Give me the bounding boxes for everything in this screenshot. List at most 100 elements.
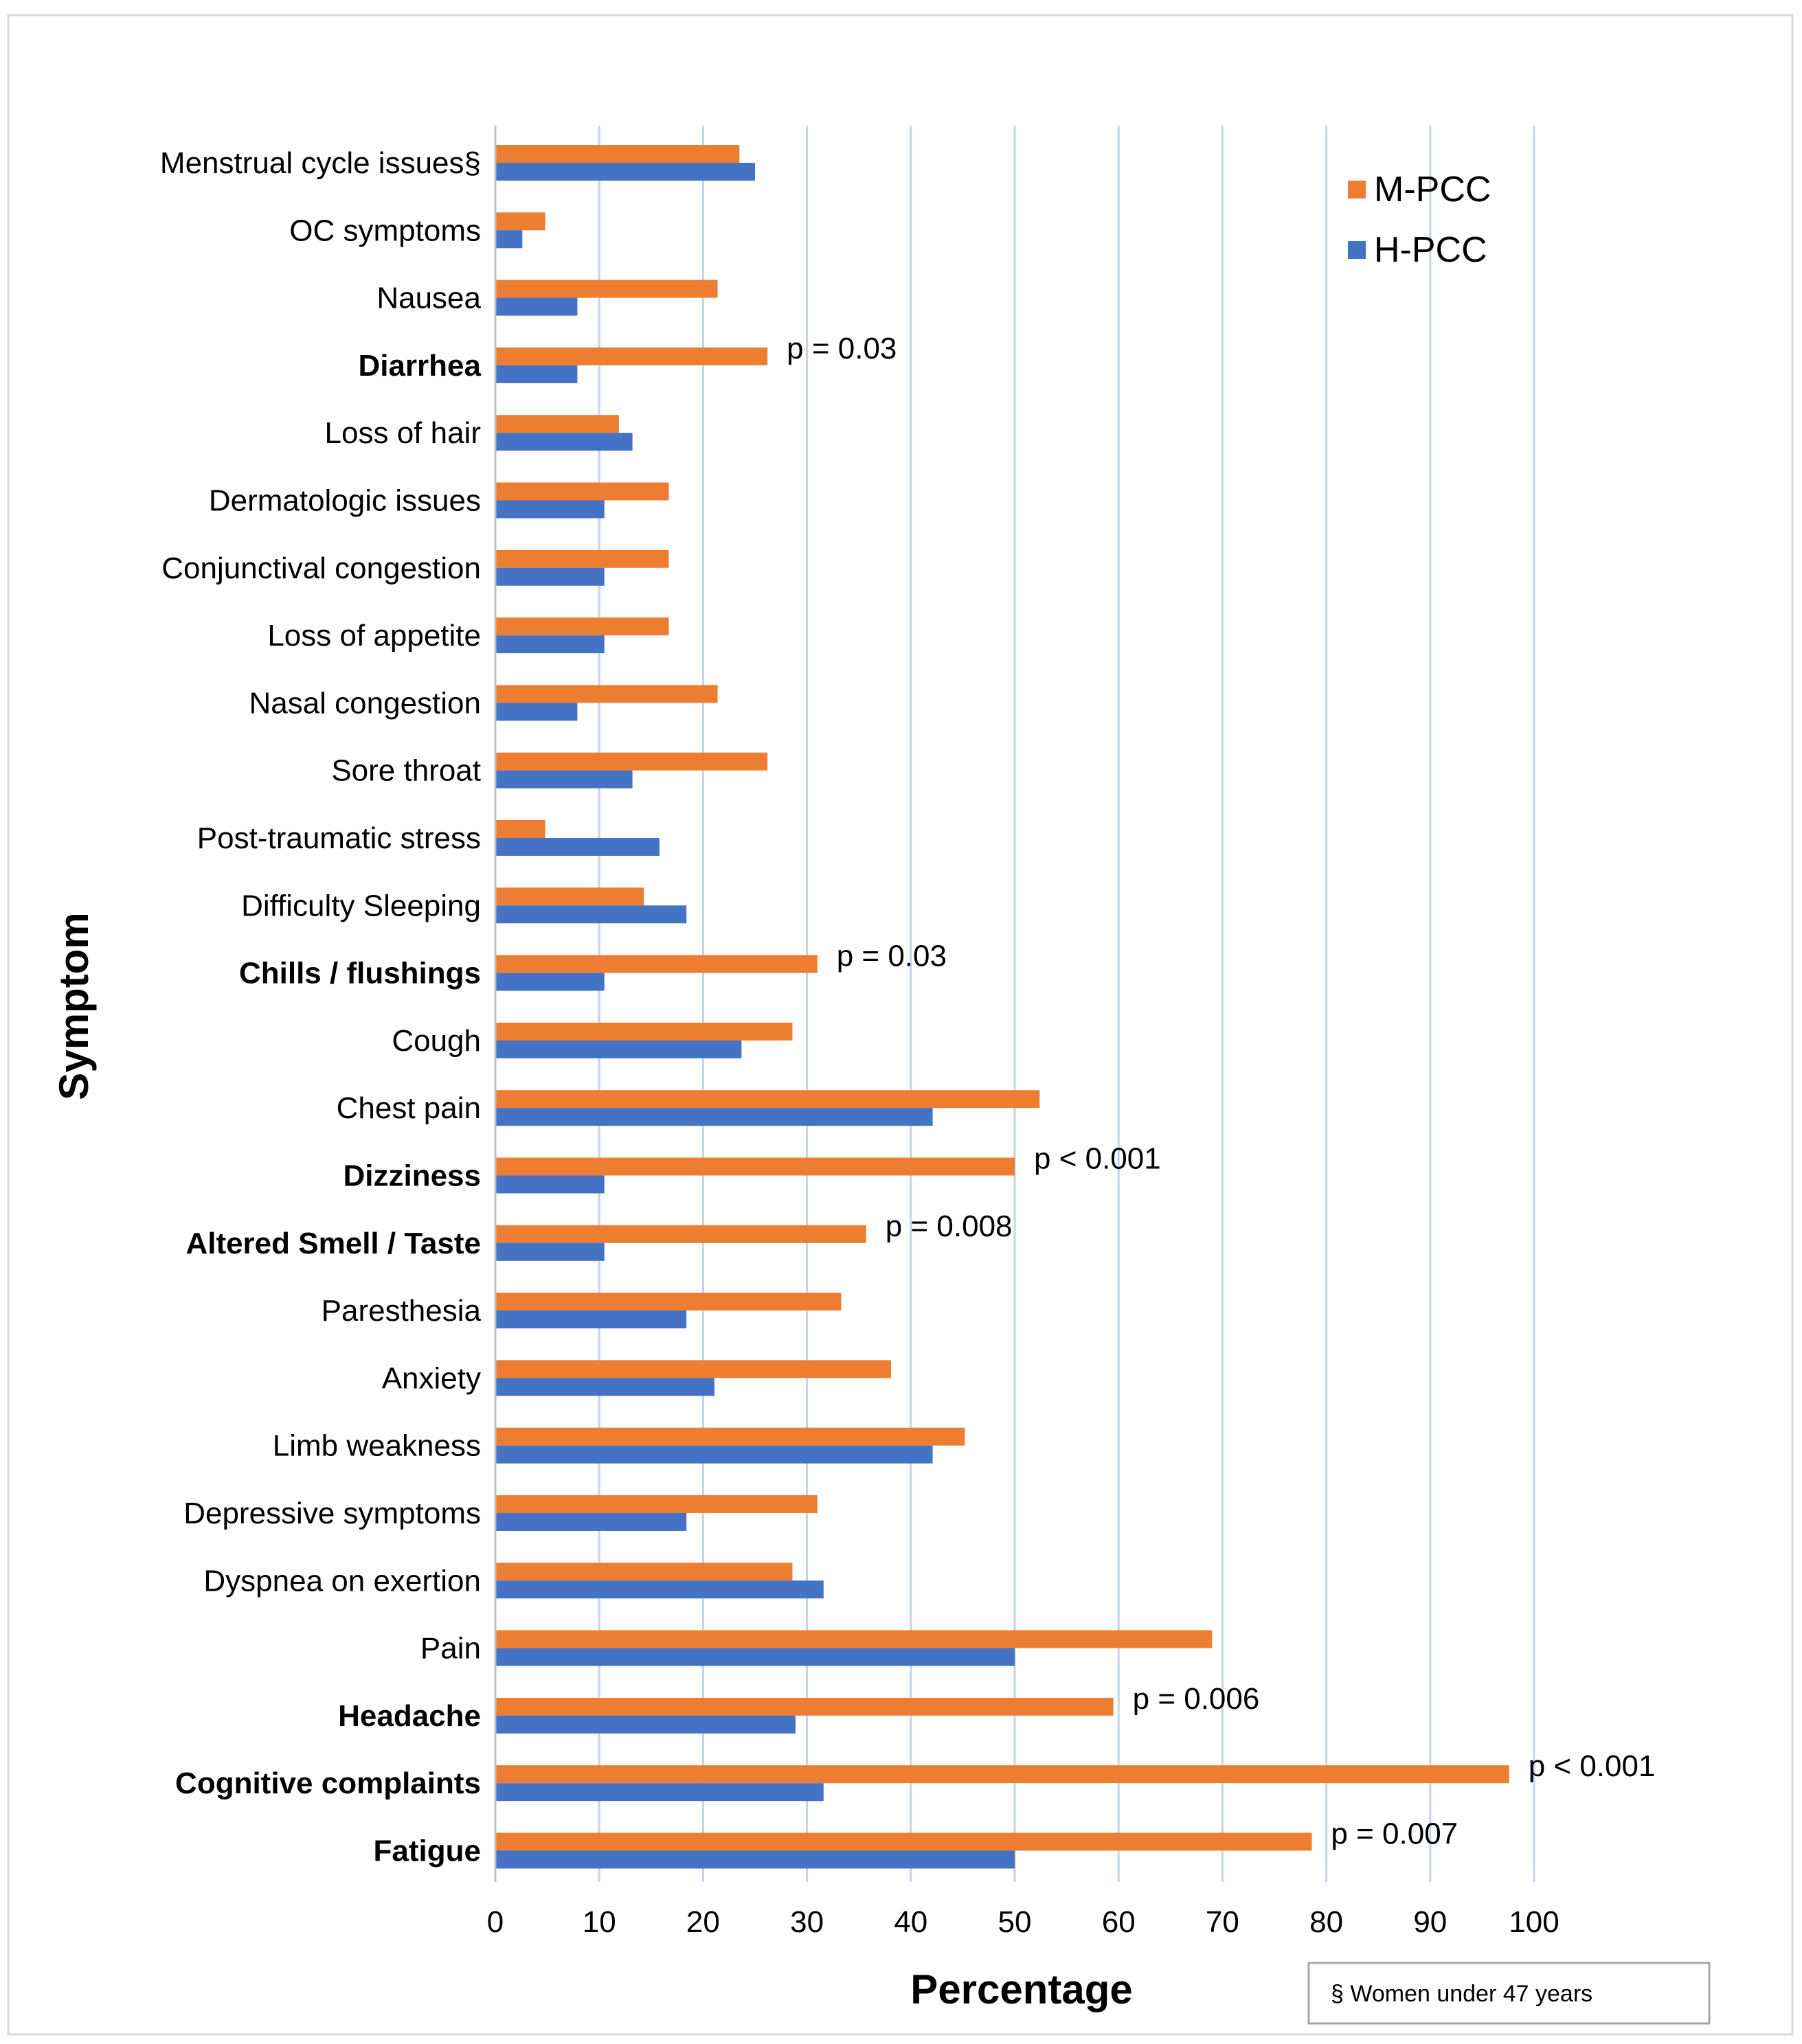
bar-h-pcc-chest-pain	[495, 1108, 933, 1126]
category-label-altered-smell-taste: Altered Smell / Taste	[185, 1227, 481, 1260]
bar-h-pcc-cough	[495, 1040, 742, 1058]
legend: M-PCC H-PCC	[1348, 170, 1491, 270]
p-value-dizziness: p < 0.001	[1034, 1142, 1161, 1176]
bar-h-pcc-conjunctival-congestion	[495, 567, 605, 586]
category-label-oc-symptoms: OC symptoms	[289, 214, 481, 247]
category-label-nausea: Nausea	[376, 282, 481, 315]
bar-m-pcc-menstrual-cycle-issues	[495, 145, 740, 163]
x-tick-label-50: 50	[998, 1905, 1032, 1939]
x-tick-label-0: 0	[487, 1905, 504, 1939]
figure-frame	[7, 14, 1794, 2036]
bar-m-pcc-pain	[495, 1630, 1213, 1648]
bar-m-pcc-altered-smell-taste	[495, 1225, 866, 1243]
bar-h-pcc-nasal-congestion	[495, 703, 578, 721]
p-value-altered-smell-taste: p = 0.008	[886, 1210, 1013, 1243]
category-label-conjunctival-congestion: Conjunctival congestion	[161, 552, 481, 585]
bar-m-pcc-conjunctival-congestion	[495, 549, 669, 568]
category-label-headache: Headache	[338, 1699, 481, 1733]
bar-m-pcc-limb-weakness	[495, 1427, 965, 1446]
footnote: § Women under 47 years	[1307, 1962, 1711, 2025]
x-axis-title: Percentage	[910, 1966, 1133, 2012]
x-tick-label-10: 10	[583, 1905, 616, 1939]
bar-h-pcc-depressive-symptoms	[495, 1513, 687, 1531]
bar-m-pcc-oc-symptoms	[495, 212, 545, 231]
x-tick-label-40: 40	[894, 1905, 927, 1939]
p-value-diarrhea: p = 0.03	[787, 332, 897, 365]
category-label-dermatologic-issues: Dermatologic issues	[209, 484, 481, 518]
category-labels: Menstrual cycle issues§ OC symptoms Nausea…	[160, 146, 482, 1868]
category-label-loss-of-hair: Loss of hair	[325, 416, 481, 450]
p-value-headache: p = 0.006	[1133, 1682, 1260, 1716]
bar-m-pcc-depressive-symptoms	[495, 1495, 818, 1513]
category-label-post-traumatic-stress: Post-traumatic stress	[197, 821, 481, 855]
bar-h-pcc-dizziness	[495, 1175, 605, 1194]
x-tick-label-70: 70	[1206, 1905, 1239, 1939]
legend-label-h-pcc: H-PCC	[1374, 230, 1487, 270]
category-label-loss-of-appetite: Loss of appetite	[267, 619, 481, 652]
bar-h-pcc-limb-weakness	[495, 1445, 933, 1464]
bar-h-pcc-altered-smell-taste	[495, 1242, 605, 1261]
category-label-paresthesia: Paresthesia	[322, 1294, 482, 1328]
x-tick-labels: 0 10 20 30 40 50 60 70 80 90 100	[487, 1905, 1559, 1939]
bar-m-pcc-sore-throat	[495, 752, 768, 771]
bar-m-pcc-difficulty-sleeping	[495, 887, 644, 906]
bar-h-pcc-menstrual-cycle-issues	[495, 163, 755, 181]
x-tick-label-30: 30	[790, 1905, 824, 1939]
category-label-dyspnea-on-exertion: Dyspnea on exertion	[203, 1564, 481, 1598]
category-label-difficulty-sleeping: Difficulty Sleeping	[241, 889, 481, 922]
bar-m-pcc-cough	[495, 1022, 793, 1041]
bar-h-pcc-loss-of-appetite	[495, 635, 605, 654]
bar-m-pcc-loss-of-appetite	[495, 617, 669, 636]
category-label-nasal-congestion: Nasal congestion	[249, 686, 481, 720]
bar-m-pcc-paresthesia	[495, 1293, 842, 1311]
bar-h-pcc-oc-symptoms	[495, 230, 523, 249]
category-label-sore-throat: Sore throat	[331, 754, 481, 788]
category-label-fatigue: Fatigue	[374, 1835, 481, 1868]
bar-h-pcc-dyspnea-on-exertion	[495, 1580, 824, 1599]
bar-m-pcc-fatigue	[495, 1832, 1312, 1851]
bar-h-pcc-fatigue	[495, 1850, 1015, 1869]
bar-m-pcc-nasal-congestion	[495, 685, 718, 703]
legend-label-m-pcc: M-PCC	[1374, 170, 1491, 209]
bar-h-pcc-difficulty-sleeping	[495, 905, 687, 924]
category-label-cognitive-complaints: Cognitive complaints	[175, 1767, 481, 1800]
bar-h-pcc-pain	[495, 1648, 1015, 1666]
category-label-limb-weakness: Limb weakness	[273, 1429, 481, 1463]
bars	[495, 145, 1509, 1869]
bar-m-pcc-diarrhea	[495, 347, 768, 365]
p-value-chills-flushings: p = 0.03	[837, 940, 947, 973]
bar-h-pcc-diarrhea	[495, 365, 578, 383]
bar-m-pcc-chills-flushings	[495, 955, 818, 973]
bar-m-pcc-dizziness	[495, 1157, 1015, 1176]
bar-h-pcc-sore-throat	[495, 770, 633, 788]
category-label-cough: Cough	[392, 1024, 481, 1058]
category-label-dizziness: Dizziness	[343, 1159, 481, 1193]
bar-h-pcc-nausea	[495, 297, 578, 316]
bar-h-pcc-anxiety	[495, 1378, 715, 1396]
category-label-pain: Pain	[420, 1632, 481, 1666]
bar-m-pcc-cognitive-complaints	[495, 1765, 1509, 1784]
x-tick-label-100: 100	[1509, 1905, 1559, 1939]
gridlines	[598, 126, 1535, 1882]
y-axis-title: Symptom	[51, 912, 97, 1100]
footnote-text: § Women under 47 years	[1331, 1981, 1592, 2007]
bar-m-pcc-loss-of-hair	[495, 415, 619, 433]
bar-m-pcc-dermatologic-issues	[495, 482, 669, 501]
category-label-menstrual-cycle-issues: Menstrual cycle issues§	[160, 146, 481, 180]
x-tick-label-80: 80	[1309, 1905, 1343, 1939]
bar-h-pcc-headache	[495, 1715, 796, 1734]
bar-m-pcc-anxiety	[495, 1360, 892, 1378]
bar-m-pcc-dyspnea-on-exertion	[495, 1563, 793, 1581]
bar-m-pcc-nausea	[495, 280, 718, 298]
legend-swatch-h-pcc	[1348, 241, 1366, 259]
category-label-diarrhea: Diarrhea	[358, 349, 481, 383]
bar-m-pcc-post-traumatic-stress	[495, 820, 545, 838]
p-value-fatigue: p = 0.007	[1331, 1817, 1458, 1851]
bar-m-pcc-chest-pain	[495, 1090, 1040, 1109]
x-tick-label-90: 90	[1413, 1905, 1447, 1939]
category-label-chills-flushings: Chills / flushings	[239, 957, 481, 990]
bar-h-pcc-paresthesia	[495, 1310, 687, 1329]
category-label-anxiety: Anxiety	[382, 1361, 481, 1395]
